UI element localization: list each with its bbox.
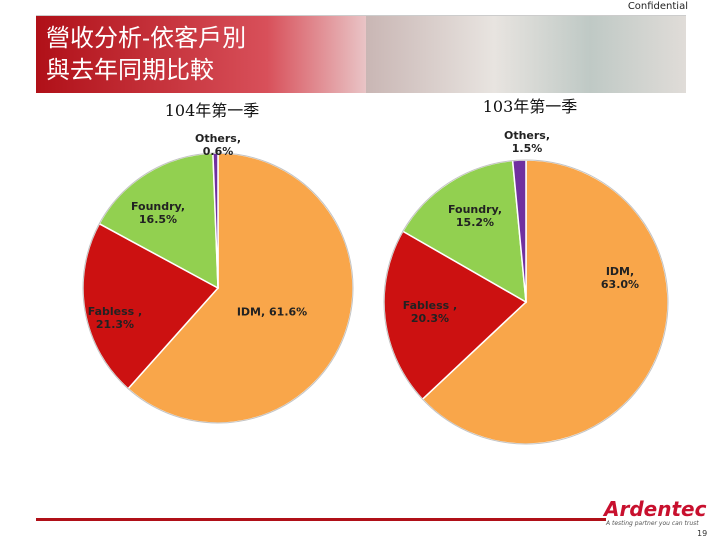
slice-label: Fabless , 20.3%: [402, 299, 458, 325]
slice-label: IDM, 63.0%: [600, 265, 640, 291]
pie-rim: [82, 152, 354, 424]
chart-title: 104年第一季: [165, 101, 260, 120]
slice-label: Foundry, 16.5%: [130, 200, 186, 226]
header-rule: [36, 15, 686, 16]
logo: Ardentec: [604, 497, 707, 521]
header-photo: [366, 15, 686, 93]
slice-label: Foundry, 15.2%: [447, 203, 503, 229]
chart-title: 103年第一季: [483, 97, 578, 116]
title: 營收分析-依客戶別 與去年同期比較: [46, 22, 246, 86]
pie-rim: [383, 159, 669, 445]
tagline: A testing partner you can trust: [606, 520, 699, 527]
footer-rule: [36, 518, 606, 521]
title-line: 營收分析-依客戶別: [46, 24, 247, 52]
slice-label: Others, 1.5%: [503, 129, 551, 155]
title-line: 與去年同期比較: [46, 56, 214, 84]
slice-label: Fabless , 21.3%: [87, 305, 143, 331]
page-number: 19: [697, 529, 708, 538]
confidential: Confidential: [627, 1, 688, 12]
title-banner: [36, 15, 366, 93]
slice-label: Others, 0.6%: [194, 132, 242, 158]
slice-label: IDM, 61.6%: [236, 305, 308, 319]
